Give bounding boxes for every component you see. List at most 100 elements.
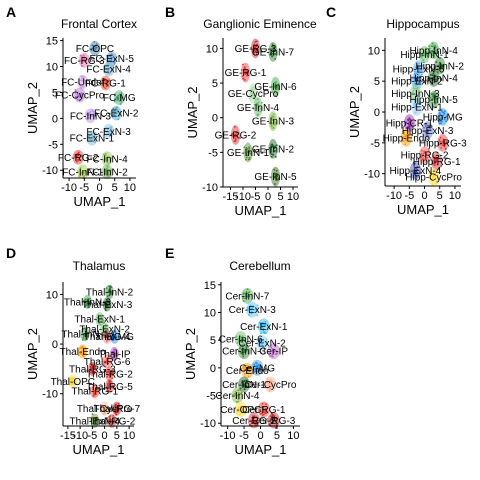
cluster-label: Cer-CycPro: [244, 380, 297, 391]
cell-point: [274, 169, 276, 171]
cell-point: [244, 79, 246, 81]
y-tick-label: 10: [204, 307, 216, 319]
cluster-label: FC-CycPro: [55, 91, 105, 102]
cluster-label: Hipp-RG-3: [419, 138, 467, 149]
cluster-label: Cer-InN-7: [225, 291, 269, 302]
cell-point: [245, 159, 247, 161]
y-axis-label: UMAP_2: [347, 86, 362, 138]
panel-title: Hippocampus: [386, 17, 459, 31]
x-tick-label: -5: [79, 182, 89, 194]
y-tick-label: -5: [48, 139, 58, 151]
umap-panel-a: AFrontal Cortex-10 -5 0 5 10-10-5051015UMAP_…: [6, 4, 139, 209]
cell-point: [256, 41, 258, 43]
cluster-label: FC-InN-2: [87, 167, 129, 178]
cluster-label: Thal-RG-1: [71, 387, 118, 398]
x-tick-label: 5: [274, 430, 280, 442]
panel-label: E: [165, 245, 174, 261]
panel-title: Cerebellum: [229, 259, 290, 273]
y-tick-label: 10: [368, 45, 380, 57]
y-tick-label: 5: [212, 78, 218, 90]
panel-title: Frontal Cortex: [61, 17, 137, 31]
cluster-label: FC-OPC: [76, 44, 114, 55]
y-tick-label: 5: [210, 335, 216, 347]
cluster-label: FC-InN-3: [70, 111, 112, 122]
panel-label: B: [165, 4, 175, 20]
cluster-label: GE-InN-3: [252, 117, 295, 128]
cell-point: [275, 427, 277, 429]
cluster-label: Cer-Endo: [226, 366, 269, 377]
y-tick-label: 0: [210, 363, 216, 375]
x-tick-label: 0: [421, 190, 427, 202]
cluster-label: FC-MG: [103, 93, 136, 104]
cluster-label: Hipp-CycPro: [405, 172, 462, 183]
panel-label: D: [6, 245, 16, 261]
cluster-labels: GE-RG-3GE-InN-7GE-RG-1GE-InN-6GE-CycProG…: [215, 44, 297, 183]
x-tick-label: -5: [251, 191, 261, 203]
x-tick-label: 5: [437, 190, 443, 202]
y-tick-label: -10: [202, 182, 218, 194]
x-axis-label: UMAP_1: [397, 202, 449, 217]
x-tick-label: -5: [239, 430, 249, 442]
x-axis-label: UMAP_1: [72, 442, 124, 457]
y-tick-label: 10: [46, 289, 58, 301]
x-tick-label: 10: [123, 430, 135, 442]
y-tick-label: 10: [46, 62, 58, 74]
cell-point: [93, 41, 95, 43]
y-axis-label: UMAP_2: [25, 82, 40, 134]
x-tick-label: 5: [114, 430, 120, 442]
cluster-label: Hipp-ExN-2: [391, 77, 443, 88]
cell-point: [274, 183, 276, 185]
cell-point: [432, 43, 434, 45]
panel-label: A: [6, 4, 16, 20]
y-tick-label: 10: [206, 43, 218, 55]
x-tick-label: -10: [72, 430, 88, 442]
cell-point: [254, 41, 256, 43]
x-tick-label: -10: [235, 191, 251, 203]
cluster-label: Cer-ExN-3: [229, 305, 277, 316]
x-tick-label: 0: [96, 182, 102, 194]
y-tick-label: -10: [42, 389, 58, 401]
cluster-label: Thal-RG-7: [94, 404, 141, 415]
y-tick-label: -10: [200, 418, 216, 430]
x-tick-label: 0: [102, 430, 108, 442]
x-tick-label: 5: [112, 182, 118, 194]
cluster-label: Thal-ExN-3: [82, 300, 133, 311]
cluster-labels: Cer-InN-7Cer-ExN-3Cer-ExN-1Cer-InN-6Cer-…: [216, 291, 297, 427]
x-tick-label: -10: [61, 182, 77, 194]
x-tick-label: 10: [124, 182, 136, 194]
cell-point: [271, 156, 273, 158]
x-tick-label: 5: [277, 191, 283, 203]
cluster-label: Thal-RG-2: [89, 417, 136, 428]
y-tick-label: 15: [46, 36, 58, 48]
x-tick-label: -10: [386, 190, 402, 202]
y-tick-label: 0: [52, 113, 58, 125]
x-axis-label: UMAP_1: [73, 194, 125, 209]
cluster-label: Thal-MG: [95, 332, 134, 343]
cluster-label: GE-RG-2: [215, 131, 257, 142]
y-tick-label: 0: [212, 113, 218, 125]
x-tick-label: -5: [404, 190, 414, 202]
cluster-label: GE-InN-2: [252, 144, 295, 155]
cell-point: [242, 64, 244, 66]
y-axis-label: UMAP_2: [183, 328, 198, 380]
cluster-label: GE-CycPro: [228, 89, 279, 100]
x-tick-label: -5: [87, 430, 97, 442]
cluster-label: GE-RG-1: [225, 68, 267, 79]
y-tick-label: -5: [370, 138, 380, 150]
cluster-labels: FC-OPCFC-ExN-5FC-RG-3FC-ExN-4FC-UndefFC-…: [55, 44, 139, 178]
cluster-label: GE-InN-7: [252, 47, 295, 58]
cluster-label: Cer-InN-4: [216, 391, 260, 402]
x-tick-label: 0: [257, 430, 263, 442]
cell-point: [432, 183, 434, 185]
y-tick-label: -5: [208, 147, 218, 159]
cluster-label: Cer-ExN-1: [240, 322, 288, 333]
y-tick-label: -10: [42, 165, 58, 177]
umap-panel-b: BGanglionic Eminence-15-10 -5 0 5 10-10-5051…: [165, 4, 317, 218]
cell-point: [234, 126, 236, 128]
cluster-label: Cer-IP: [259, 347, 288, 358]
y-tick-label: 15: [204, 280, 216, 292]
y-tick-label: 0: [52, 339, 58, 351]
